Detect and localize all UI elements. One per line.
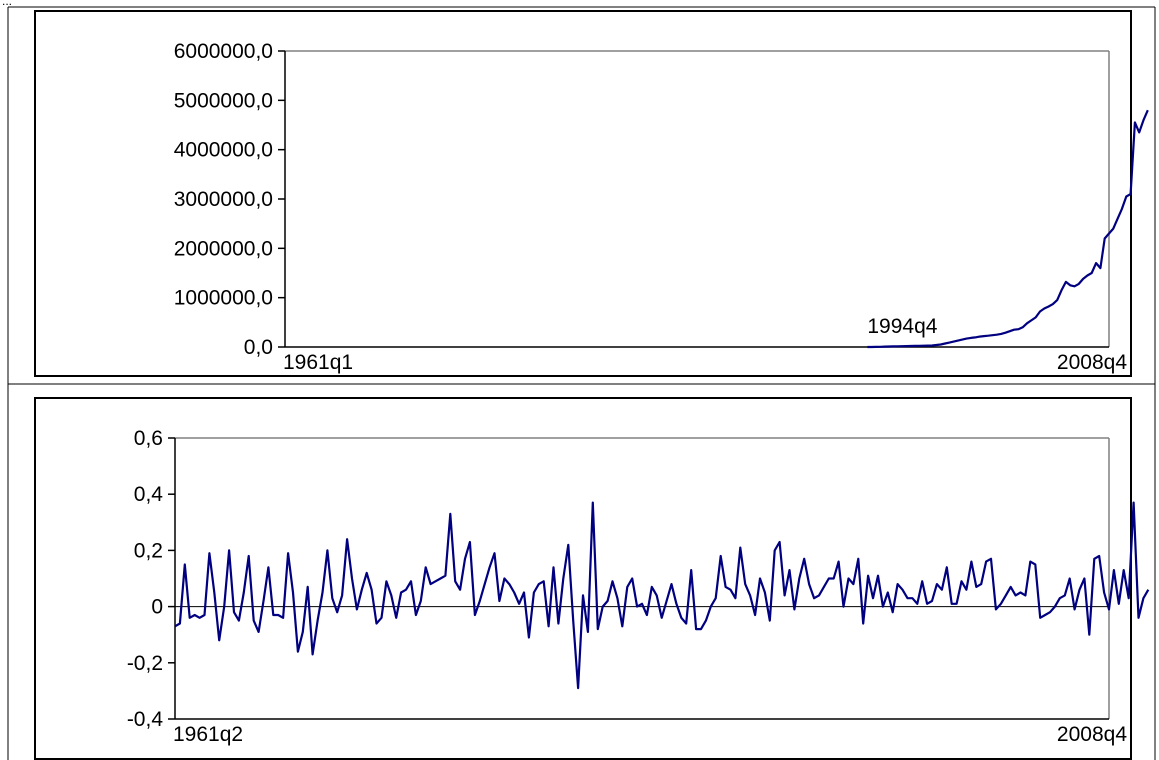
y-tick-label: -0,4 [127,708,164,731]
y-tick-label: 1000000,0 [174,287,273,310]
x-label-start: 1961q2 [173,723,243,746]
chart-bottom: -0,4 -0,2 0 0,2 0,4 0,6 1961q2 2008q4 [34,397,1150,760]
y-tick-label: 0,0 [244,336,273,359]
x-label-end: 2008q4 [1057,723,1127,746]
series-line [867,109,1149,349]
y-tick-label: -0,2 [127,652,163,675]
y-tick-label: 4000000,0 [174,139,273,162]
y-tick-label: 6000000,0 [174,40,273,63]
page-corner-mark: ... [2,0,13,8]
table-grid [7,6,1156,760]
chart-top: 0,0 1000000,0 2000000,0 3000000,0 4000000,0 5… [34,10,1149,377]
series-line [174,501,1150,690]
y-tick-label: 3000000,0 [174,188,273,211]
x-label-start: 1961q1 [283,351,353,374]
y-tick-label: 0,4 [134,483,164,506]
y-tick-label: 2000000,0 [174,237,273,260]
y-tick-label: 0 [151,596,163,619]
x-label-mid: 1994q4 [867,315,937,338]
y-tick-label: 0,2 [134,539,163,562]
x-label-end: 2008q4 [1057,351,1127,374]
y-tick-label: 0,6 [134,427,163,450]
y-tick-label: 5000000,0 [174,89,273,112]
chart-outer-frame [34,397,1132,760]
